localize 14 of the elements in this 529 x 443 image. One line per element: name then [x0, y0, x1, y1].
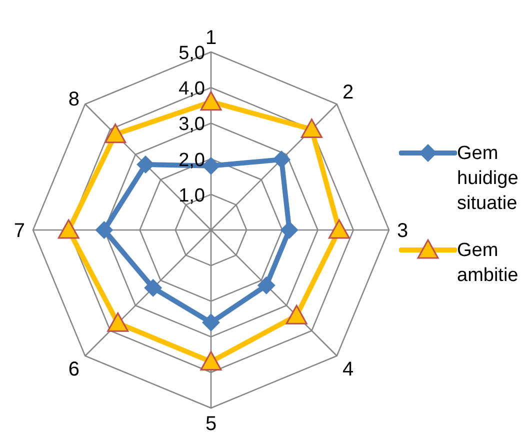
spoke-label: 8 — [68, 88, 80, 111]
y-tick-label: 5,0 — [178, 43, 205, 64]
y-tick-label: 3,0 — [178, 114, 205, 136]
spoke-label: 5 — [205, 413, 217, 436]
spoke-label: 4 — [342, 358, 354, 381]
spoke-label: 1 — [205, 27, 217, 49]
spoke-label: 2 — [342, 81, 354, 104]
spoke-label: 6 — [68, 358, 80, 381]
legend-label: Gem ambitie — [457, 239, 520, 288]
legend-label: Gem huidige situatie — [457, 142, 520, 216]
spoke-label: 7 — [14, 220, 25, 242]
spoke-label: 3 — [397, 220, 408, 242]
y-tick-label: 1,0 — [178, 185, 205, 206]
y-tick-label: 4,0 — [178, 78, 205, 100]
